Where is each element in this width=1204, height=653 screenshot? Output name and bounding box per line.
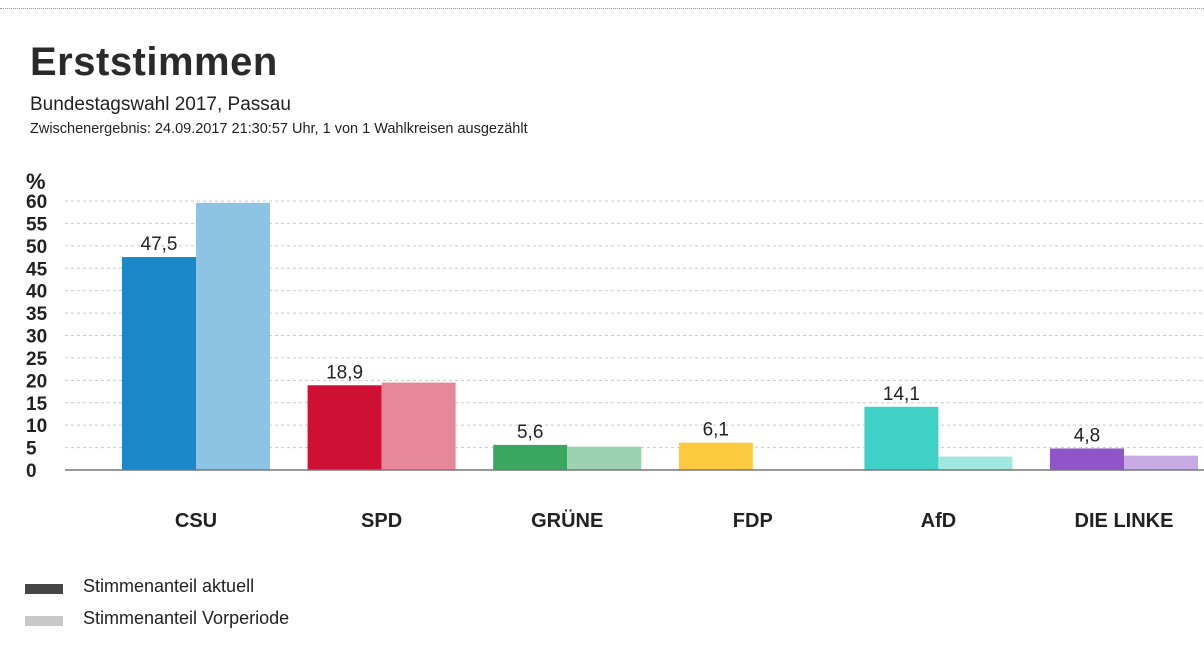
data-label: 47,5 xyxy=(141,234,178,255)
bar-current xyxy=(864,406,939,470)
top-divider xyxy=(0,8,1204,9)
legend-swatch-current xyxy=(25,584,63,594)
x-tick-label: GRÜNE xyxy=(531,509,603,532)
y-tick-label: 55 xyxy=(26,214,48,235)
bar-previous xyxy=(567,446,642,470)
bar-current xyxy=(493,444,568,470)
count-status: Zwischenergebnis: 24.09.2017 21:30:57 Uh… xyxy=(30,121,528,137)
data-label: 5,6 xyxy=(517,422,543,443)
y-tick-label: 50 xyxy=(26,237,47,258)
x-tick-label: AfD xyxy=(921,510,957,532)
y-tick-label: 0 xyxy=(26,461,37,482)
chart-subtitle: Bundestagswahl 2017, Passau xyxy=(30,94,291,115)
y-tick-label: 30 xyxy=(26,327,47,348)
y-tick-label: 45 xyxy=(26,259,48,280)
bar-previous xyxy=(1124,455,1198,470)
legend-label-previous: Stimmenanteil Vorperiode xyxy=(83,608,290,628)
chart-title: Erststimmen xyxy=(30,40,278,84)
y-tick-label: 35 xyxy=(26,304,48,325)
y-tick-label: 15 xyxy=(26,394,48,415)
y-tick-label: 10 xyxy=(26,416,47,437)
y-tick-label: 25 xyxy=(26,349,48,370)
legend-swatch-previous xyxy=(25,616,63,626)
bar-current xyxy=(1050,448,1124,470)
data-label: 6,1 xyxy=(703,420,729,441)
bar-current xyxy=(307,385,382,470)
bar-current xyxy=(122,257,196,470)
y-tick-label: 20 xyxy=(26,371,47,392)
y-tick-label: 40 xyxy=(26,282,47,303)
data-label: 4,8 xyxy=(1074,425,1100,446)
x-tick-label: FDP xyxy=(733,510,773,532)
y-axis-label: % xyxy=(26,169,46,194)
data-label: 18,9 xyxy=(326,362,363,383)
x-tick-label: DIE LINKE xyxy=(1075,510,1174,532)
x-tick-label: SPD xyxy=(361,510,402,532)
x-tick-label: CSU xyxy=(175,510,217,532)
data-label: 14,1 xyxy=(883,384,920,405)
legend-label-current: Stimmenanteil aktuell xyxy=(83,576,255,596)
bar-current xyxy=(678,442,753,470)
bar-previous xyxy=(381,382,456,470)
y-tick-label: 60 xyxy=(26,192,47,213)
y-tick-label: 5 xyxy=(26,439,37,460)
bar-previous xyxy=(938,456,1013,470)
bar-previous xyxy=(196,202,270,470)
